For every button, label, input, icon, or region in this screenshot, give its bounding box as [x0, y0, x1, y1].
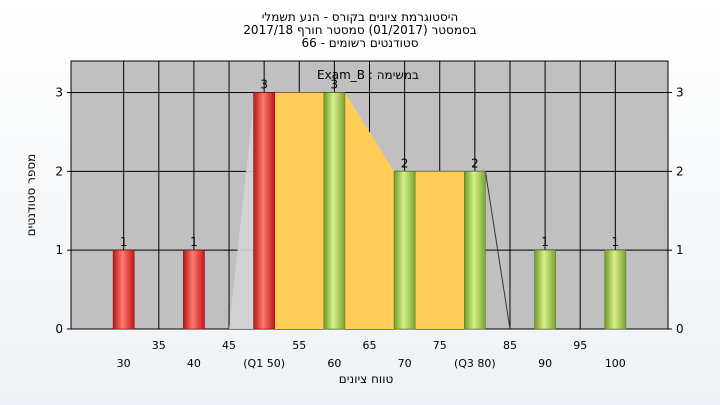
x-axis: 30 35 40 45 (Q1 50) 55 60 65 70 75 (Q3 80) 85 90 95 10…: [117, 339, 626, 370]
area-wedge: [229, 102, 254, 329]
x-tick-label-40: 40: [187, 357, 201, 370]
area-tail-line: [484, 171, 511, 330]
bar-90: [534, 249, 556, 330]
bar-label-30: 1: [120, 235, 128, 249]
y-tick-right-0: 0: [676, 322, 684, 336]
x-tick-label-100: 100: [605, 357, 626, 370]
y-tick-left-2: 2: [55, 164, 63, 178]
y-axis-left: 0 1 2 3: [55, 86, 71, 336]
y-tick-right-2: 2: [676, 164, 684, 178]
chart-title-line2: בסמסטר (01/2017) סמסטר חורף 2017/18: [243, 23, 476, 37]
y-tick-left-3: 3: [55, 86, 63, 100]
y-tick-left-1: 1: [55, 243, 63, 257]
bar-60: [323, 92, 346, 330]
x-tick-label-75: 75: [433, 339, 447, 352]
x-tick-label-65: 65: [363, 339, 377, 352]
bar-label-40: 1: [190, 235, 198, 249]
x-tick-label-80: (Q3 80): [454, 357, 496, 370]
y-tick-right-1: 1: [676, 243, 684, 257]
bar-label-90: 1: [541, 235, 549, 249]
bar-70: [393, 171, 416, 330]
x-tick-label-90: 90: [538, 357, 552, 370]
x-tick-label-95: 95: [573, 339, 587, 352]
bar-30: [112, 249, 135, 330]
bar-value-labels: 1 1 3 3 2 2 1 1: [120, 78, 619, 250]
bar-label-100: 1: [612, 235, 620, 249]
bars-group: [112, 92, 627, 330]
y-tick-right-3: 3: [676, 86, 684, 100]
bar-80: [464, 171, 486, 330]
y-axis-right: 0 1 2 3: [668, 86, 684, 336]
bar-label-80: 2: [471, 156, 479, 170]
bar-label-70: 2: [401, 156, 409, 170]
x-tick-label-35: 35: [152, 339, 166, 352]
x-axis-label: טווח ציונים: [339, 372, 394, 386]
y-tick-left-0: 0: [55, 322, 63, 336]
x-tick-label-85: 85: [503, 339, 517, 352]
bar-label-50: 3: [260, 78, 268, 92]
y-axis-label: מספר סטודנטים: [24, 154, 38, 237]
chart-title-line1: היסטוגרמת ציונים בקורס - הנע תשמלי: [262, 10, 459, 24]
x-tick-label-70: 70: [398, 357, 412, 370]
bar-40: [183, 249, 205, 330]
chart-title-line3: סטודנטים רשומים - 66: [301, 36, 418, 50]
area-q1-q3: [274, 92, 465, 329]
bar-50: [253, 92, 275, 330]
x-tick-label-30: 30: [117, 357, 131, 370]
x-tick-label-45: 45: [222, 339, 236, 352]
chart-subtitle: Exam_B : במשימה: [317, 68, 419, 82]
distribution-area: [229, 92, 511, 330]
x-tick-label-50: (Q1 50): [243, 357, 285, 370]
x-tick-label-60: 60: [327, 357, 341, 370]
bar-100: [604, 249, 627, 330]
bar-label-60: 3: [331, 78, 339, 92]
x-tick-label-55: 55: [292, 339, 306, 352]
